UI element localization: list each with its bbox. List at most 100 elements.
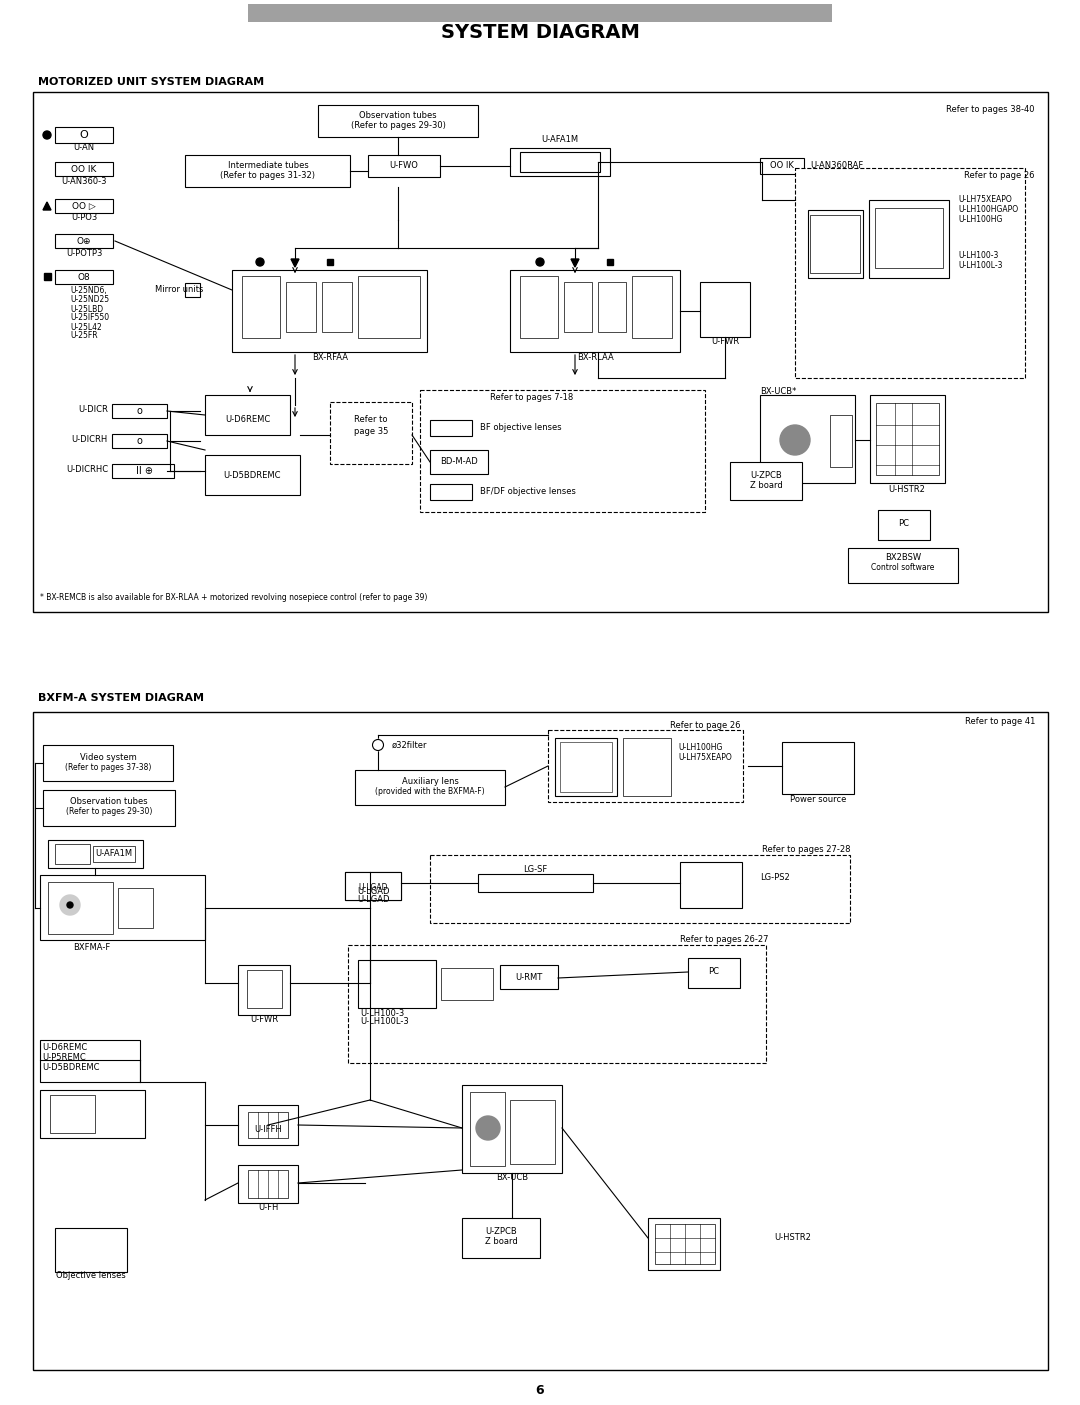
Bar: [50, 1094, 95, 1132]
Text: U-RMT: U-RMT: [515, 974, 542, 982]
Bar: [632, 275, 672, 339]
Bar: [248, 4, 832, 22]
Bar: [782, 742, 854, 794]
Text: U-LH100L-3: U-LH100L-3: [958, 260, 1002, 270]
Bar: [238, 1104, 298, 1145]
Bar: [470, 1092, 505, 1166]
Bar: [55, 844, 90, 864]
Text: Observation tubes: Observation tubes: [360, 111, 436, 119]
Bar: [870, 395, 945, 483]
Text: U-AN360RAF: U-AN360RAF: [810, 160, 863, 170]
Text: U-D5BDREMC: U-D5BDREMC: [42, 1064, 99, 1072]
Bar: [48, 882, 113, 934]
Text: (Refer to pages 31-32): (Refer to pages 31-32): [220, 171, 315, 180]
Text: LG-SF: LG-SF: [523, 865, 548, 874]
Bar: [441, 968, 492, 1000]
Bar: [330, 402, 411, 464]
Circle shape: [476, 1116, 500, 1139]
Bar: [238, 1165, 298, 1203]
Text: Refer to pages 7-18: Refer to pages 7-18: [490, 393, 573, 402]
Text: U-25ND6,: U-25ND6,: [70, 287, 107, 295]
Text: Refer to: Refer to: [354, 416, 388, 424]
Text: U-DICR: U-DICR: [78, 406, 108, 414]
Text: Refer to page 26: Refer to page 26: [670, 722, 740, 731]
Text: Z board: Z board: [750, 481, 782, 489]
Bar: [112, 405, 167, 419]
Bar: [598, 282, 626, 332]
Bar: [357, 275, 420, 339]
Text: Video system: Video system: [80, 753, 136, 762]
Text: U-LGAD: U-LGAD: [359, 882, 388, 892]
Text: U-25IF550: U-25IF550: [70, 313, 109, 323]
Text: (Refer to pages 29-30): (Refer to pages 29-30): [351, 121, 445, 131]
Text: BX-RFAA: BX-RFAA: [312, 354, 348, 362]
Bar: [430, 856, 850, 923]
Bar: [680, 863, 742, 908]
Bar: [327, 259, 333, 266]
Bar: [355, 770, 505, 805]
Text: U-HSTR2: U-HSTR2: [774, 1234, 811, 1242]
Bar: [185, 155, 350, 187]
Bar: [205, 455, 300, 495]
Bar: [112, 464, 174, 478]
Text: U-P5REMC: U-P5REMC: [42, 1054, 85, 1062]
Bar: [462, 1218, 540, 1257]
Bar: [700, 282, 750, 337]
Bar: [760, 157, 804, 174]
Text: Observation tubes: Observation tubes: [70, 798, 148, 806]
Text: U-FH: U-FH: [258, 1204, 279, 1213]
Bar: [43, 273, 51, 280]
Bar: [368, 155, 440, 177]
Text: U-FWR: U-FWR: [711, 337, 739, 347]
Bar: [420, 391, 705, 511]
Text: U-POTP3: U-POTP3: [66, 250, 103, 259]
Bar: [43, 790, 175, 826]
Bar: [247, 969, 282, 1007]
Text: U-D5BDREMC: U-D5BDREMC: [224, 471, 281, 479]
Bar: [795, 169, 1025, 378]
Bar: [55, 162, 113, 176]
Text: U-LH100-3: U-LH100-3: [360, 1009, 404, 1017]
Bar: [40, 875, 205, 940]
Bar: [232, 270, 427, 353]
Text: U-25L42: U-25L42: [70, 323, 102, 332]
Text: Mirror units: Mirror units: [156, 285, 203, 295]
Text: U-LH100-3: U-LH100-3: [958, 250, 998, 260]
Bar: [561, 742, 612, 792]
Text: o: o: [136, 436, 141, 445]
Text: U-AN360-3: U-AN360-3: [62, 177, 107, 187]
Bar: [878, 510, 930, 540]
Bar: [345, 873, 401, 901]
Text: U-DICRHC: U-DICRHC: [66, 465, 108, 475]
Text: U-LGAD: U-LGAD: [356, 895, 389, 905]
Text: U-DICRH: U-DICRH: [71, 436, 108, 444]
Text: O⊕: O⊕: [77, 236, 91, 246]
Bar: [348, 946, 766, 1064]
Bar: [205, 395, 291, 436]
Text: U-FWR: U-FWR: [249, 1016, 278, 1024]
Text: Objective lenses: Objective lenses: [56, 1270, 126, 1280]
Bar: [462, 1085, 562, 1173]
Bar: [242, 275, 280, 339]
Text: U-LH100HGAPO: U-LH100HGAPO: [958, 205, 1018, 215]
Text: U-25ND25: U-25ND25: [70, 295, 109, 305]
Bar: [875, 208, 943, 268]
Bar: [55, 126, 113, 143]
Text: ø32filter: ø32filter: [392, 740, 428, 749]
Bar: [848, 548, 958, 583]
Text: Z board: Z board: [485, 1238, 517, 1246]
Text: Auxiliary lens: Auxiliary lens: [402, 777, 458, 787]
Text: U-LH100HG: U-LH100HG: [678, 743, 723, 753]
Text: SYSTEM DIAGRAM: SYSTEM DIAGRAM: [441, 22, 639, 42]
Polygon shape: [43, 202, 51, 209]
Text: BD-M-AD: BD-M-AD: [441, 458, 477, 466]
Text: MOTORIZED UNIT SYSTEM DIAGRAM: MOTORIZED UNIT SYSTEM DIAGRAM: [38, 77, 265, 87]
Bar: [33, 91, 1048, 613]
Text: U-LH75XEAPO: U-LH75XEAPO: [958, 195, 1012, 205]
Bar: [118, 888, 153, 927]
Bar: [322, 282, 352, 332]
Bar: [55, 1228, 127, 1272]
Bar: [318, 105, 478, 138]
Bar: [286, 282, 316, 332]
Bar: [112, 434, 167, 448]
